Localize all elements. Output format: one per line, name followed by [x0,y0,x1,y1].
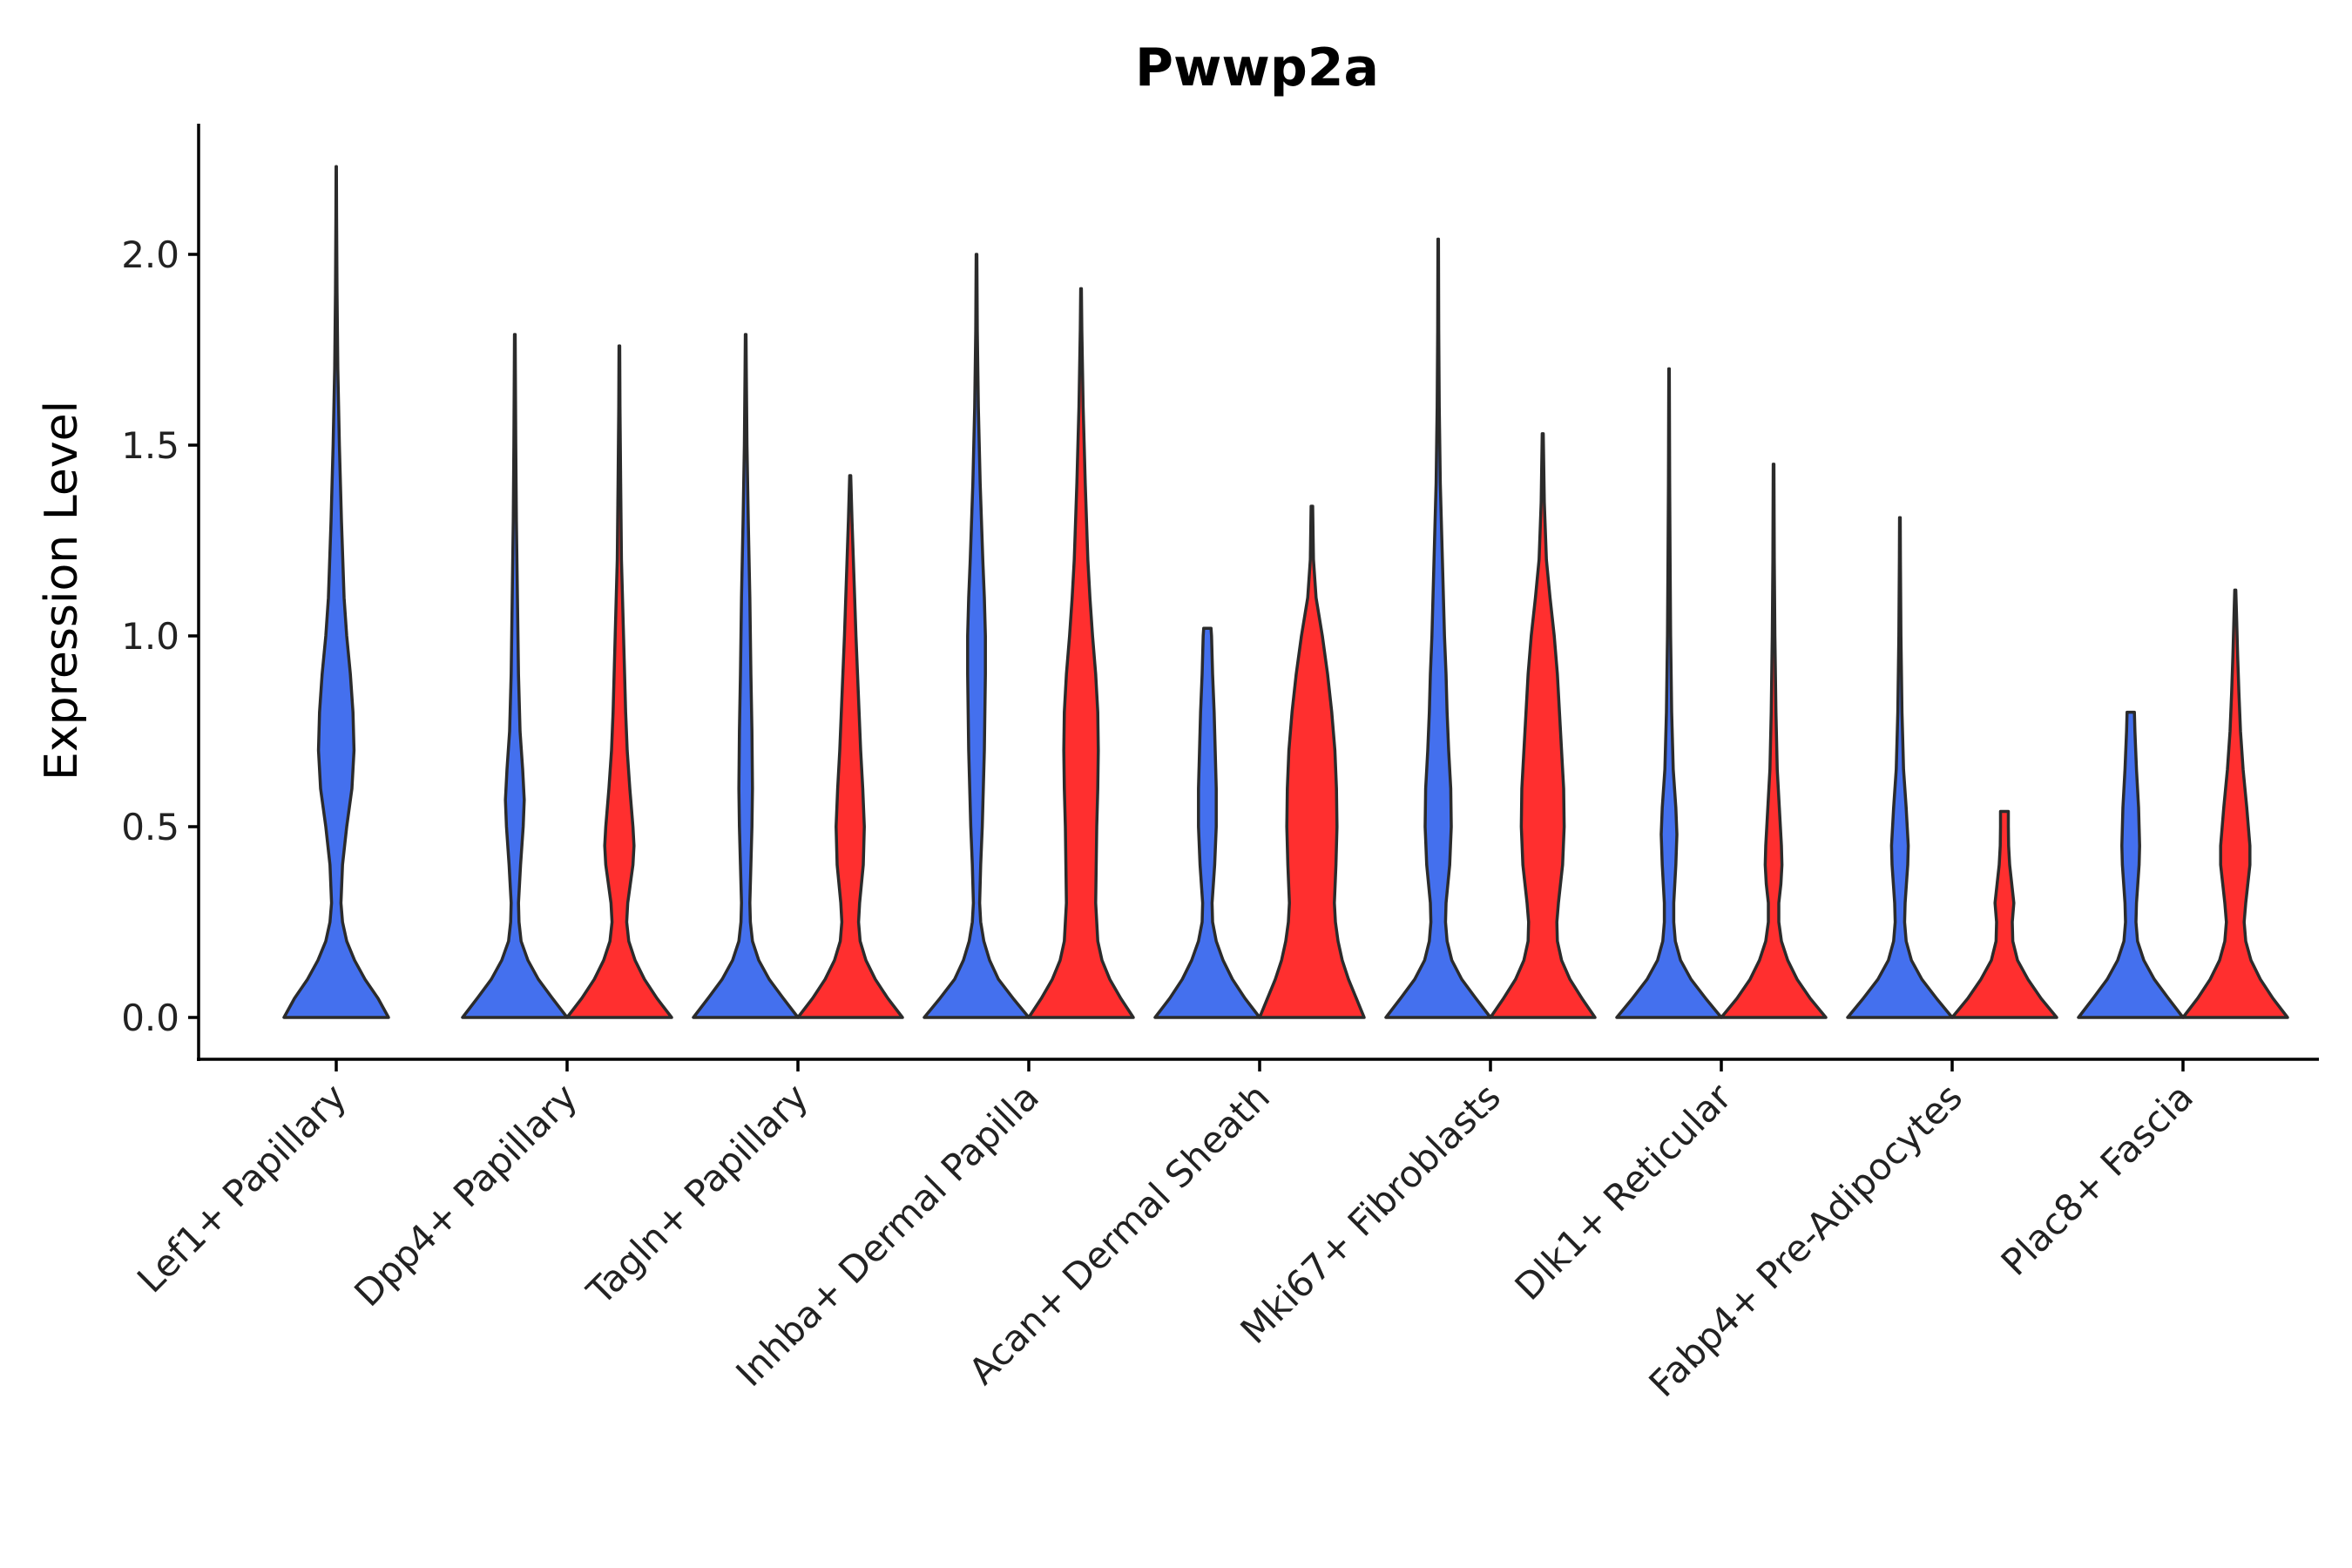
y-axis-title: Expression Level [36,401,88,781]
violin-group2-7 [1950,809,2058,1019]
violin-group2-6 [1720,463,1828,1019]
violin-group2-3 [1027,287,1135,1019]
x-tick-label: Mki67+ Fibroblasts [1233,1075,1509,1351]
violin-group1-6 [1615,367,1723,1019]
x-tick-label: Dlk1+ Reticular [1507,1075,1740,1308]
violin-group1-5 [1384,237,1492,1019]
y-ticks: 0.0 0.5 1.0 1.5 2.0 [121,233,199,1039]
x-tick-label: Lef1+ Papillary [129,1075,355,1301]
violin-group1-7 [1846,516,1954,1019]
y-tick-label: 1.0 [121,615,179,658]
y-tick-label: 2.0 [121,233,179,276]
violin-group1-2 [692,333,800,1019]
y-tick-label: 0.5 [121,806,179,848]
violins-layer [282,165,2289,1019]
y-tick-label: 1.5 [121,424,179,467]
x-tick-label: Dpp4+ Papillary [346,1075,585,1315]
violin-group2-4 [1258,504,1366,1019]
y-tick-label: 0.0 [121,997,179,1039]
violin-group1-8 [2077,710,2185,1019]
violin-group2-8 [2181,588,2289,1019]
violin-group2-5 [1489,432,1597,1019]
violin-group2-2 [796,474,904,1019]
violin-group1-0 [282,165,390,1019]
x-tick-label: Plac8+ Fascia [1993,1075,2201,1283]
chart-title: Pwwp2a [1135,37,1379,98]
violin-group1-1 [461,333,569,1019]
violin-group1-4 [1153,626,1261,1019]
axes-layer [197,124,2319,1061]
violin-group1-3 [923,253,1031,1019]
violin-group2-1 [565,344,673,1019]
x-tick-label: Tagln+ Papillary [578,1075,816,1313]
